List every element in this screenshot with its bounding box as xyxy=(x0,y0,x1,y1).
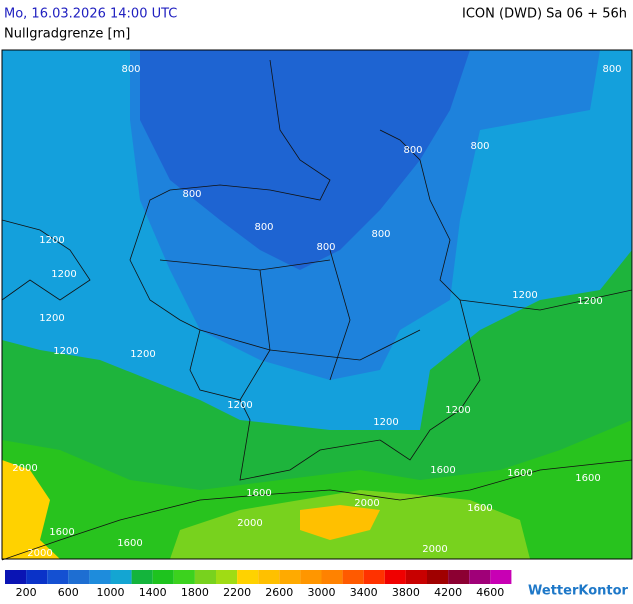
scale-label: 2600 xyxy=(265,586,293,599)
contour-label: 1600 xyxy=(467,503,492,514)
zone-2200 xyxy=(2,460,60,559)
contour-label: 1200 xyxy=(39,235,64,246)
contour-label: 1600 xyxy=(430,465,455,476)
scale-box xyxy=(469,570,491,584)
contour-label: 1200 xyxy=(512,290,537,301)
contour-label: 2000 xyxy=(12,463,37,474)
contour-label: 800 xyxy=(254,222,273,233)
logo: WetterKontor xyxy=(528,584,629,599)
scale-label: 200 xyxy=(16,586,37,599)
zone-800 xyxy=(140,50,470,270)
contour-label: 800 xyxy=(602,64,621,75)
scale-box xyxy=(363,570,385,584)
contour-label: 1600 xyxy=(117,538,142,549)
scale-label: 4200 xyxy=(434,586,462,599)
scale-label: 3000 xyxy=(308,586,336,599)
scale-label: 600 xyxy=(58,586,79,599)
contour-label: 800 xyxy=(470,141,489,152)
contour-label: 1600 xyxy=(49,527,74,538)
scale-label: 1800 xyxy=(181,586,209,599)
scale-box xyxy=(279,570,301,584)
contour-label: 1200 xyxy=(130,349,155,360)
contour-label: 800 xyxy=(121,64,140,75)
contour-label: 1200 xyxy=(51,269,76,280)
contour-label: 1200 xyxy=(39,313,64,324)
coast-line xyxy=(1,219,91,301)
scale-box xyxy=(321,570,343,584)
scale-box xyxy=(152,570,174,584)
scale-label: 2200 xyxy=(223,586,251,599)
scale-box xyxy=(47,570,69,584)
border-line xyxy=(129,59,481,481)
scale-box xyxy=(490,570,512,584)
scale-label: 3400 xyxy=(350,586,378,599)
border-line xyxy=(159,249,633,401)
scale-box xyxy=(384,570,406,584)
map-frame xyxy=(1,49,633,560)
map-title: Nullgradgrenze [m] xyxy=(4,27,130,42)
scale-box xyxy=(131,570,153,584)
scale-box xyxy=(173,570,195,584)
scale-label: 3800 xyxy=(392,586,420,599)
map-area xyxy=(1,49,633,561)
scale-box xyxy=(194,570,216,584)
datetime: Mo, 16.03.2026 14:00 UTC xyxy=(4,7,177,22)
scale-label: 4600 xyxy=(476,586,504,599)
scale-box xyxy=(216,570,238,584)
contour-label: 2000 xyxy=(237,518,262,529)
contour-label: 2000 xyxy=(422,544,447,555)
contour-labels: 800 800 800 800 800 800 800 800 1200 1200 1200 1200… xyxy=(12,64,621,559)
contour-label: 1200 xyxy=(227,400,252,411)
contour-label: 2000 xyxy=(27,548,52,559)
border-line xyxy=(1,459,633,561)
contour-label: 1200 xyxy=(445,405,470,416)
scale-box xyxy=(5,570,27,584)
scale-box xyxy=(68,570,90,584)
scale-label: 1000 xyxy=(97,586,125,599)
contour-label: 800 xyxy=(316,242,335,253)
scale-box xyxy=(405,570,427,584)
scale-box xyxy=(427,570,449,584)
contour-label: 1200 xyxy=(53,346,78,357)
contour-label: 1600 xyxy=(507,468,532,479)
scale-label: 1400 xyxy=(139,586,167,599)
contour-label: 2000 xyxy=(354,498,379,509)
contour-label: 800 xyxy=(371,229,390,240)
contour-label: 1600 xyxy=(575,473,600,484)
color-scale: 200 600 1000 1400 1800 2200 2600 3000 3400 3800 42… xyxy=(5,570,512,599)
contour-label: 1600 xyxy=(246,488,271,499)
model-info: ICON (DWD) Sa 06 + 56h xyxy=(462,7,627,22)
contour-label: 1200 xyxy=(373,417,398,428)
scale-box xyxy=(300,570,322,584)
scale-box xyxy=(89,570,111,584)
contour-label: 800 xyxy=(182,189,201,200)
scale-box xyxy=(237,570,259,584)
scale-box xyxy=(258,570,280,584)
scale-box xyxy=(448,570,470,584)
contour-label: 1200 xyxy=(577,296,602,307)
scale-box xyxy=(110,570,132,584)
contour-label: 800 xyxy=(403,145,422,156)
scale-box xyxy=(26,570,48,584)
zone-2400 xyxy=(300,505,380,540)
scale-box xyxy=(342,570,364,584)
